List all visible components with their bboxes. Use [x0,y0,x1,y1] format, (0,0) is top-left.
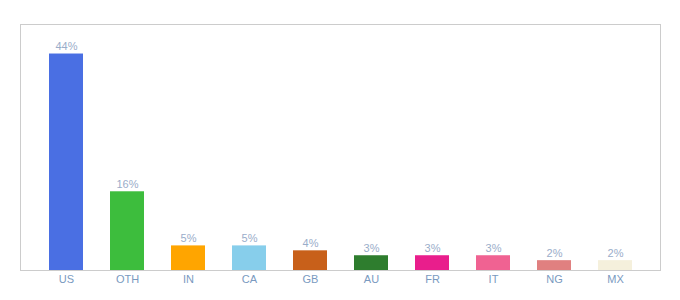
svg-text:3%: 3% [364,242,380,254]
svg-text:GB: GB [303,273,319,285]
svg-text:IT: IT [489,273,499,285]
svg-text:4%: 4% [303,237,319,249]
svg-text:AU: AU [364,273,379,285]
svg-text:CA: CA [242,273,258,285]
svg-text:MX: MX [607,273,624,285]
svg-text:16%: 16% [116,178,138,190]
svg-text:IN: IN [183,273,194,285]
svg-text:3%: 3% [425,242,441,254]
svg-text:US: US [59,273,74,285]
svg-text:5%: 5% [242,232,258,244]
svg-text:2%: 2% [547,247,563,259]
svg-text:FR: FR [425,273,440,285]
svg-text:OTH: OTH [116,273,139,285]
svg-text:5%: 5% [181,232,197,244]
svg-text:2%: 2% [608,247,624,259]
svg-text:3%: 3% [486,242,502,254]
svg-text:NG: NG [546,273,563,285]
svg-text:44%: 44% [55,40,77,52]
